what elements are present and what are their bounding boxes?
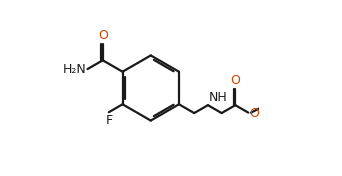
Text: O: O — [249, 107, 259, 120]
Text: O: O — [98, 29, 108, 42]
Text: O: O — [231, 74, 240, 87]
Text: F: F — [105, 114, 113, 127]
Text: H₂N: H₂N — [62, 63, 86, 76]
Text: NH: NH — [209, 91, 227, 104]
